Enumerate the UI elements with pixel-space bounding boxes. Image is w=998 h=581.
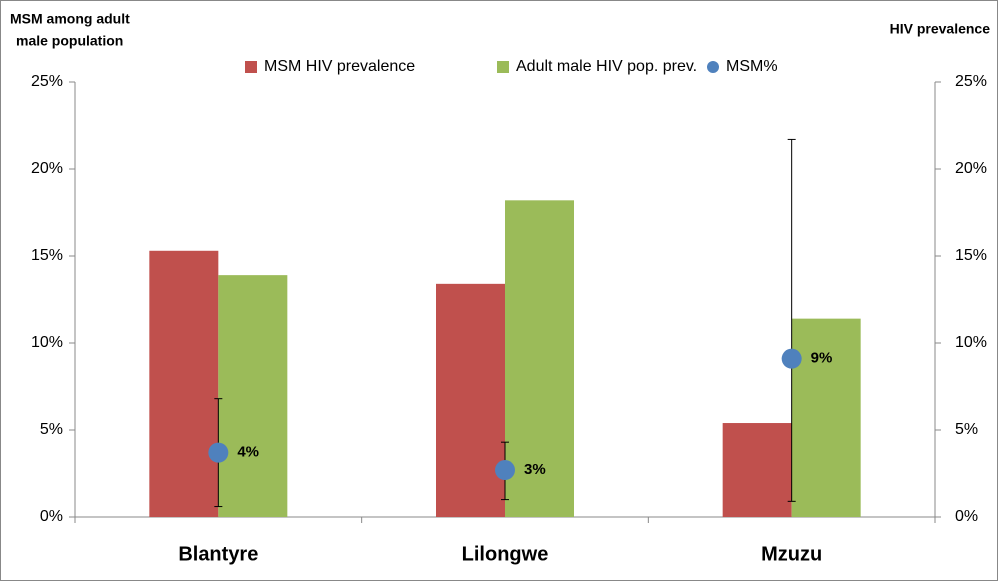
bar: [218, 275, 288, 517]
y-axis-title: MSM among adult: [10, 11, 130, 27]
data-label: 4%: [237, 444, 259, 461]
y-tick-label: 20%: [31, 160, 63, 177]
x-tick-label: Blantyre: [178, 543, 258, 565]
bar: [791, 318, 861, 517]
x-tick-label: Mzuzu: [761, 543, 822, 565]
y2-tick-label: 20%: [955, 160, 987, 177]
y-tick-label: 15%: [31, 247, 63, 264]
legend-label: MSM HIV prevalence: [264, 58, 415, 75]
legend-label: MSM%: [726, 58, 778, 75]
y2-axis-title: HIV prevalence: [890, 21, 991, 37]
y-tick-label: 5%: [40, 421, 63, 438]
legend-swatch: [245, 61, 257, 73]
bar: [436, 283, 505, 517]
data-label: 9%: [811, 350, 833, 367]
bar: [505, 200, 574, 517]
bar: [149, 250, 219, 517]
point: [781, 348, 802, 369]
y-tick-label: 25%: [31, 73, 63, 90]
y-tick-label: 0%: [40, 508, 63, 525]
y2-tick-label: 5%: [955, 421, 978, 438]
legend-label: Adult male HIV pop. prev.: [516, 58, 697, 75]
x-tick-label: Lilongwe: [462, 543, 549, 565]
point: [208, 442, 229, 463]
y2-tick-label: 25%: [955, 73, 987, 90]
legend-swatch: [497, 61, 509, 73]
y2-tick-label: 10%: [955, 334, 987, 351]
y-axis-title: male population: [16, 33, 123, 49]
y2-tick-label: 0%: [955, 508, 978, 525]
y-tick-label: 10%: [31, 334, 63, 351]
point: [495, 460, 515, 481]
legend-swatch: [707, 61, 719, 73]
bar: [722, 423, 792, 517]
y2-tick-label: 15%: [955, 247, 987, 264]
data-label: 3%: [524, 461, 546, 478]
